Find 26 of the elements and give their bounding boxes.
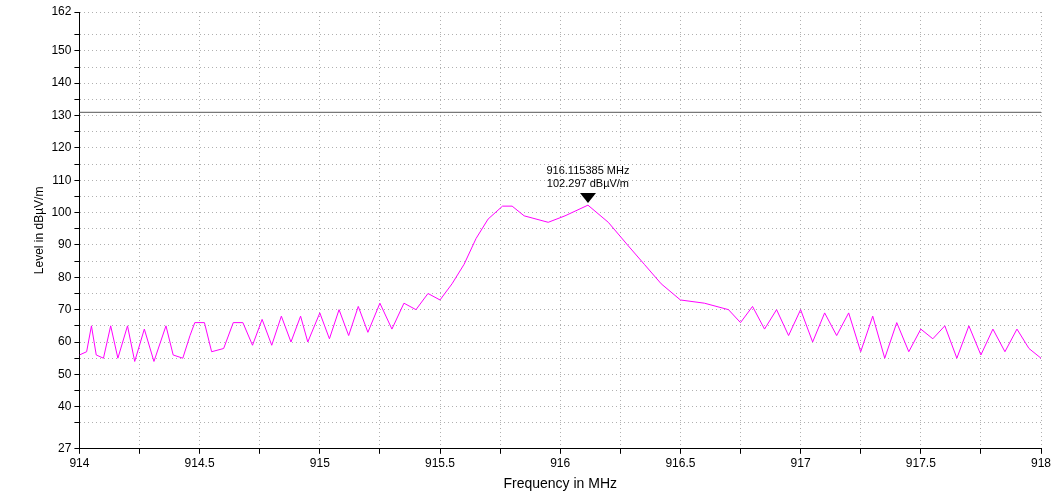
x-tick-label: 916 [550,456,571,471]
y-tick-label: 60 [58,334,72,349]
y-axis-title: Level in dBµV/m [31,186,46,275]
y-tick-label: 100 [51,204,72,219]
x-tick-label: 916.5 [665,456,696,471]
y-tick-label: 50 [58,366,72,381]
y-tick-label: 162 [51,4,72,19]
x-tick-label: 917 [790,456,811,471]
x-tick-label: 917.5 [905,456,937,471]
y-tick-label: 120 [51,140,72,155]
y-tick-label: 110 [52,172,72,187]
y-tick-label: 27 [58,441,72,456]
y-tick-label: 130 [51,107,72,122]
y-tick-label: 140 [51,75,72,90]
y-tick-label: 90 [58,237,72,252]
y-tick-label: 40 [58,399,72,414]
x-axis-title: Frequency in MHz [503,475,618,492]
y-tick-label: 70 [58,301,72,316]
annotation: 916.115385 MHz 102.297 dBµV/m [546,163,630,189]
x-tick-label: 918 [1030,456,1052,471]
y-tick-label: 150 [51,43,72,58]
x-tick-label: 914 [69,456,90,471]
x-tick-label: 915 [309,456,331,471]
x-tick-label: 914.5 [184,456,215,471]
y-tick-label: 80 [58,269,72,284]
x-tick-label: 915.5 [425,456,456,471]
